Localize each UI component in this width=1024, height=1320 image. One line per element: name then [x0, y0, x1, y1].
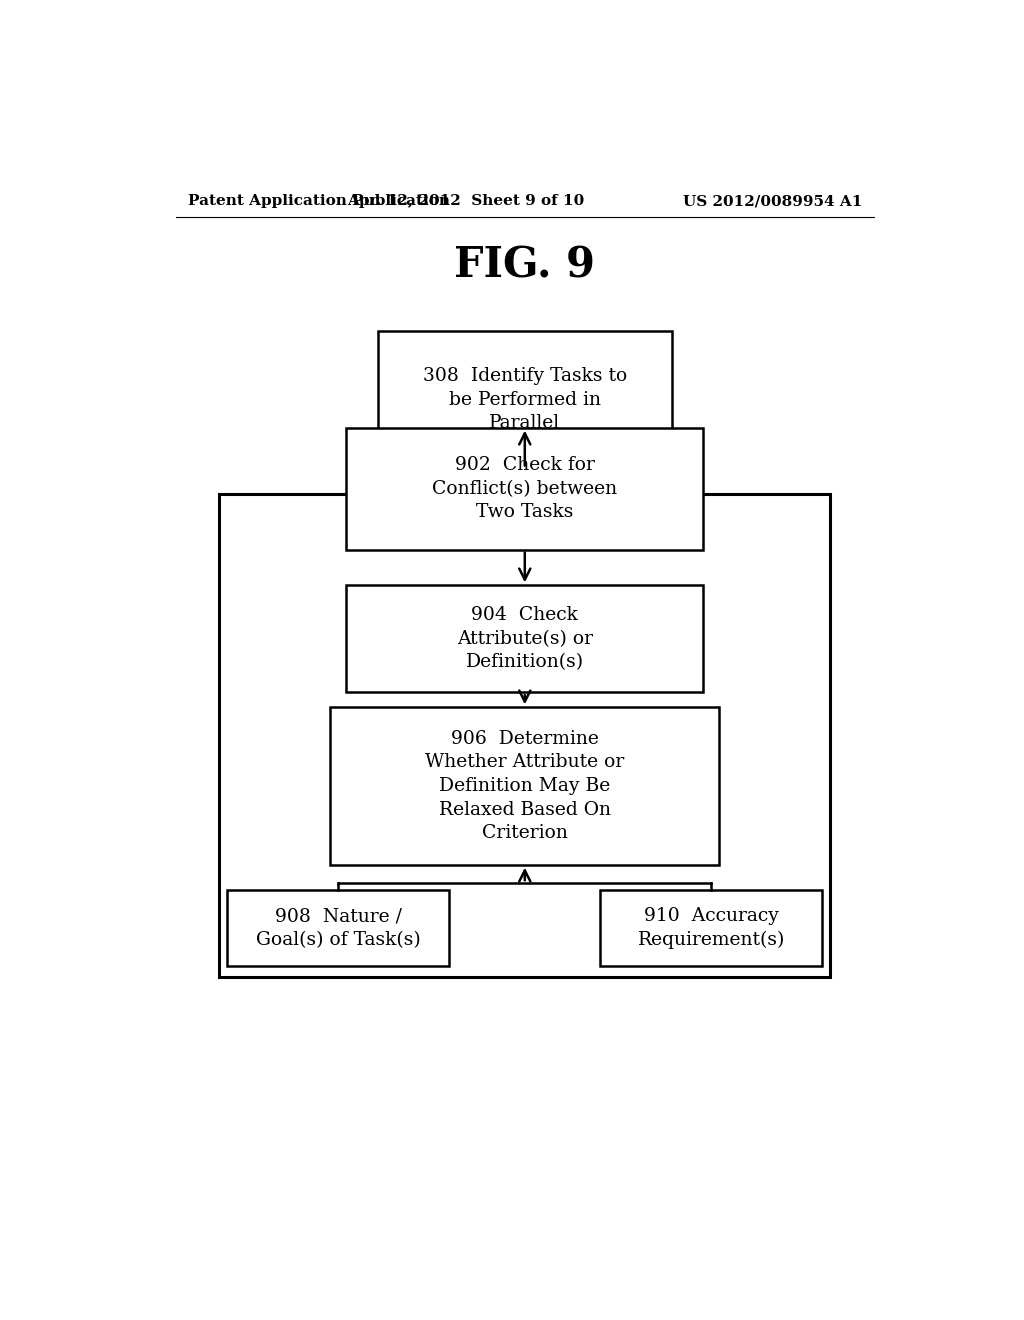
FancyBboxPatch shape	[600, 890, 822, 966]
Text: 902  Check for
Conflict(s) between
Two Tasks: 902 Check for Conflict(s) between Two Ta…	[432, 457, 617, 521]
Text: 308  Identify Tasks to
be Performed in
Parallel: 308 Identify Tasks to be Performed in Pa…	[423, 367, 627, 433]
FancyBboxPatch shape	[378, 331, 672, 469]
FancyBboxPatch shape	[346, 428, 703, 549]
Text: FIG. 9: FIG. 9	[455, 244, 595, 286]
Text: 906  Determine
Whether Attribute or
Definition May Be
Relaxed Based On
Criterion: 906 Determine Whether Attribute or Defin…	[425, 730, 625, 842]
Text: Patent Application Publication: Patent Application Publication	[187, 194, 450, 209]
Text: 904  Check
Attribute(s) or
Definition(s): 904 Check Attribute(s) or Definition(s)	[457, 606, 593, 672]
Text: 908  Nature /
Goal(s) of Task(s): 908 Nature / Goal(s) of Task(s)	[256, 908, 421, 949]
FancyBboxPatch shape	[346, 585, 703, 692]
Text: Apr. 12, 2012  Sheet 9 of 10: Apr. 12, 2012 Sheet 9 of 10	[347, 194, 584, 209]
FancyBboxPatch shape	[331, 708, 719, 865]
FancyBboxPatch shape	[219, 494, 830, 977]
Text: US 2012/0089954 A1: US 2012/0089954 A1	[683, 194, 862, 209]
FancyBboxPatch shape	[227, 890, 450, 966]
Text: 910  Accuracy
Requirement(s): 910 Accuracy Requirement(s)	[638, 907, 785, 949]
